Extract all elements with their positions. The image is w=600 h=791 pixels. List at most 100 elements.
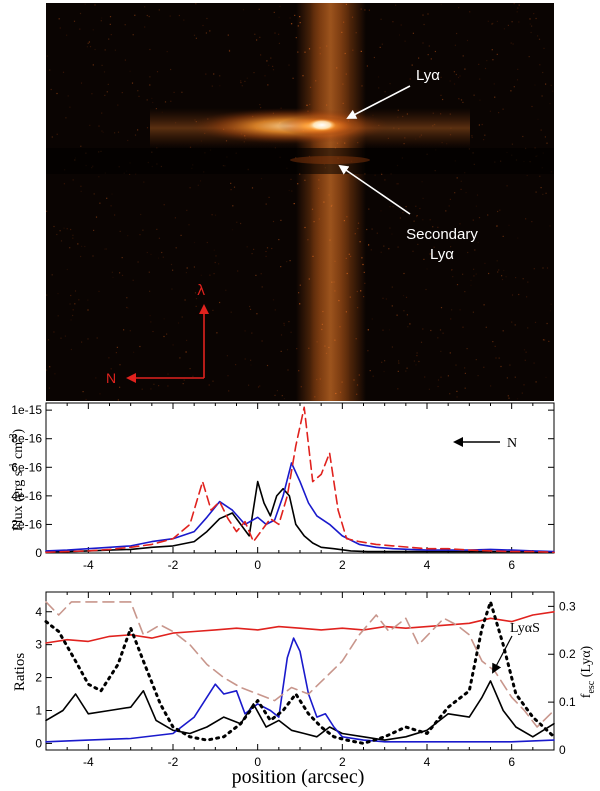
noise-pixel: [249, 305, 251, 308]
noise-pixel: [465, 192, 467, 194]
noise-pixel: [94, 4, 96, 6]
noise-pixel: [109, 23, 111, 25]
noise-pixel: [368, 9, 370, 11]
noise-pixel: [545, 83, 547, 85]
noise-pixel: [473, 94, 475, 96]
noise-pixel: [209, 30, 211, 32]
noise-pixel: [413, 220, 415, 222]
noise-pixel: [272, 65, 274, 67]
noise-pixel: [63, 227, 65, 229]
noise-pixel: [496, 225, 498, 227]
noise-pixel: [473, 268, 475, 270]
noise-pixel: [531, 105, 533, 108]
noise-pixel: [377, 76, 380, 78]
label-secondary: Secondary: [406, 226, 478, 243]
noise-pixel: [188, 224, 190, 226]
noise-pixel: [82, 391, 84, 393]
noise-pixel: [460, 99, 463, 101]
noise-pixel: [185, 351, 187, 353]
noise-pixel: [94, 48, 96, 51]
noise-pixel: [127, 235, 129, 237]
noise-pixel: [80, 185, 82, 187]
noise-pixel: [388, 329, 391, 331]
noise-pixel: [87, 309, 89, 311]
noise-pixel: [448, 205, 450, 207]
noise-pixel: [521, 392, 523, 394]
noise-pixel: [469, 11, 471, 13]
y-tick-label: 6e-16: [11, 460, 42, 474]
noise-pixel: [546, 142, 548, 144]
noise-pixel: [400, 24, 402, 26]
noise-pixel: [505, 276, 507, 278]
noise-pixel: [510, 42, 512, 44]
noise-pixel: [215, 255, 217, 257]
noise-pixel: [240, 222, 242, 225]
noise-pixel: [228, 50, 231, 52]
noise-pixel: [158, 9, 160, 11]
noise-pixel: [208, 384, 210, 386]
noise-pixel: [366, 228, 368, 231]
noise-pixel: [101, 112, 103, 114]
noise-pixel: [250, 364, 252, 366]
noise-pixel: [513, 86, 515, 88]
noise-pixel: [250, 359, 252, 361]
noise-pixel: [137, 261, 139, 263]
noise-pixel: [70, 348, 72, 351]
noise-pixel: [59, 27, 61, 29]
noise-pixel: [430, 58, 432, 60]
noise-pixel: [57, 293, 59, 295]
noise-pixel: [475, 359, 477, 361]
noise-pixel: [510, 90, 512, 92]
noise-pixel: [402, 295, 405, 297]
noise-pixel: [382, 297, 384, 299]
noise-pixel: [535, 381, 537, 383]
noise-pixel: [123, 329, 125, 331]
noise-pixel: [545, 192, 547, 194]
noise-pixel: [78, 299, 80, 301]
flux-series: [45, 406, 555, 554]
noise-pixel: [129, 173, 131, 175]
noise-pixel: [70, 319, 72, 321]
noise-pixel: [549, 225, 551, 227]
lyas-arrow: [492, 635, 513, 674]
noise-pixel: [459, 309, 461, 311]
noise-pixel: [119, 230, 121, 232]
noise-pixel: [391, 286, 393, 288]
noise-pixel: [240, 82, 242, 84]
y-tick-label: 1: [35, 704, 42, 718]
noise-pixel: [260, 54, 262, 56]
noise-pixel: [89, 46, 92, 48]
noise-pixel: [69, 303, 71, 305]
noise-pixel: [470, 279, 472, 281]
noise-pixel: [258, 8, 260, 10]
noise-pixel: [448, 258, 450, 260]
noise-pixel: [163, 318, 165, 320]
noise-pixel: [137, 90, 139, 92]
noise-pixel: [240, 80, 242, 82]
noise-pixel: [476, 194, 479, 196]
noise-pixel: [98, 176, 100, 178]
noise-pixel: [126, 306, 128, 309]
noise-pixel: [104, 49, 106, 51]
noise-pixel: [186, 267, 188, 269]
y-tick-label: 4: [35, 605, 42, 619]
noise-pixel: [457, 76, 460, 79]
noise-pixel: [498, 357, 500, 359]
noise-pixel: [256, 39, 258, 41]
noise-pixel: [206, 17, 208, 20]
noise-pixel: [51, 136, 53, 138]
noise-pixel: [373, 100, 375, 102]
noise-pixel: [178, 14, 180, 17]
noise-pixel: [501, 278, 504, 281]
noise-pixel: [87, 42, 89, 44]
noise-pixel: [531, 25, 533, 27]
noise-pixel: [254, 33, 256, 35]
noise-pixel: [440, 3, 442, 6]
noise-pixel: [531, 221, 533, 223]
noise-pixel: [458, 7, 460, 9]
noise-pixel: [56, 233, 58, 236]
noise-pixel: [261, 340, 263, 342]
noise-pixel: [403, 310, 405, 312]
noise-pixel: [535, 17, 537, 20]
noise-pixel: [489, 110, 491, 112]
